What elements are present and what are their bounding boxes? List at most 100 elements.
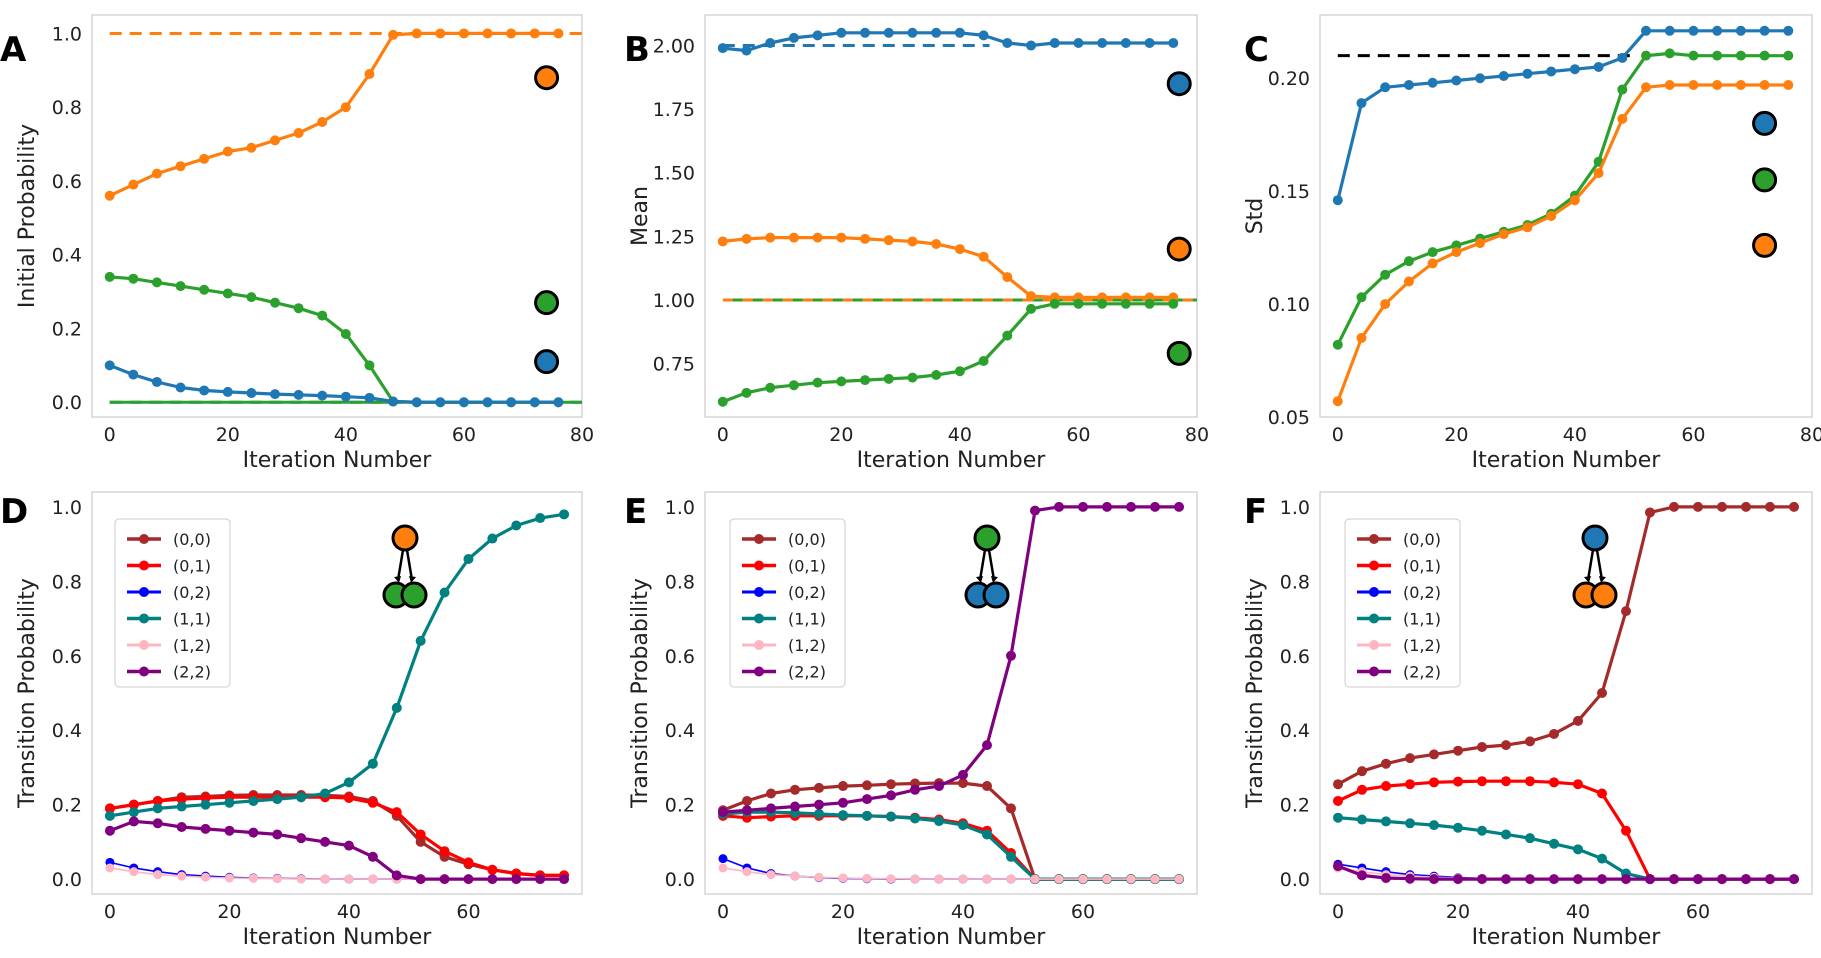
y-tick-label: 1.0 bbox=[665, 497, 695, 519]
x-tick-label: 0 bbox=[104, 424, 116, 446]
data-point bbox=[1641, 25, 1652, 36]
data-point bbox=[1693, 501, 1703, 512]
data-point bbox=[151, 376, 162, 387]
legend-label: (0,1) bbox=[173, 557, 211, 576]
series-line bbox=[722, 810, 1179, 881]
data-point bbox=[883, 27, 894, 38]
data-point bbox=[1078, 501, 1088, 512]
y-tick-label: 0.6 bbox=[52, 171, 82, 193]
data-point bbox=[1002, 272, 1013, 283]
data-point bbox=[1477, 776, 1487, 787]
data-point bbox=[958, 769, 968, 780]
data-point bbox=[790, 784, 800, 795]
data-point bbox=[296, 874, 306, 884]
series-line bbox=[722, 814, 1179, 881]
data-point bbox=[1427, 247, 1438, 258]
data-point bbox=[1429, 777, 1439, 788]
panel-C: C 0 20 40 60 80 0.05 0.10 0.15 0.20 Iteration Numb… bbox=[1243, 14, 1821, 473]
data-point bbox=[1765, 874, 1775, 885]
data-point bbox=[812, 30, 823, 41]
data-point bbox=[1126, 874, 1136, 884]
y-tick-label: 0.8 bbox=[52, 97, 82, 119]
legend-label: (2,2) bbox=[1403, 663, 1441, 682]
data-point bbox=[742, 867, 752, 877]
data-point bbox=[487, 864, 498, 875]
panel-A: A 0 20 40 60 80 0.0 0.2 0.4 0.6 0.8 1.0 Iteration Nu… bbox=[0, 14, 594, 473]
legend-swatch-marker bbox=[1369, 534, 1379, 544]
data-point bbox=[934, 874, 944, 884]
data-point bbox=[1617, 52, 1628, 63]
data-point bbox=[1617, 84, 1628, 95]
series-line bbox=[722, 781, 1179, 881]
data-point bbox=[838, 873, 848, 883]
data-point bbox=[766, 870, 776, 880]
data-point bbox=[272, 794, 283, 805]
data-point bbox=[907, 27, 918, 38]
data-point bbox=[415, 836, 426, 847]
data-point bbox=[1477, 825, 1487, 836]
data-point bbox=[1501, 776, 1511, 787]
data-point bbox=[812, 377, 823, 388]
y-tick-label: 1.25 bbox=[653, 226, 695, 248]
x-tick-label: 40 bbox=[1563, 424, 1587, 446]
y-axis-label: Mean bbox=[628, 186, 653, 246]
data-point bbox=[931, 370, 942, 381]
tree-icon bbox=[964, 524, 1010, 609]
data-point bbox=[151, 277, 162, 288]
data-point bbox=[201, 872, 211, 882]
y-tick-label: 0.4 bbox=[52, 245, 82, 267]
panel-letter: E bbox=[624, 492, 647, 532]
series-line bbox=[722, 236, 1174, 299]
data-point bbox=[104, 810, 115, 821]
x-tick-label: 40 bbox=[337, 901, 361, 923]
data-point bbox=[343, 840, 354, 851]
legend-swatch-marker bbox=[754, 666, 764, 677]
x-tick-label: 20 bbox=[829, 424, 853, 446]
data-point bbox=[934, 816, 944, 827]
data-point bbox=[1403, 80, 1414, 91]
data-point bbox=[1030, 874, 1040, 884]
data-point bbox=[907, 372, 918, 383]
data-point bbox=[104, 271, 115, 282]
data-point bbox=[1735, 80, 1746, 91]
data-point bbox=[1453, 745, 1463, 756]
data-point bbox=[128, 807, 139, 818]
data-point bbox=[105, 863, 115, 873]
data-point bbox=[222, 288, 233, 299]
data-point bbox=[982, 874, 992, 884]
data-point bbox=[1333, 779, 1343, 790]
data-point bbox=[487, 533, 498, 544]
y-tick-label: 0.15 bbox=[1268, 181, 1310, 203]
data-point bbox=[838, 781, 848, 792]
data-point bbox=[415, 874, 426, 885]
legend-label: (0,0) bbox=[173, 530, 211, 549]
y-tick-label: 0.0 bbox=[1280, 869, 1310, 891]
legend-label: (2,2) bbox=[173, 663, 211, 682]
x-axis-label: Iteration Number bbox=[857, 925, 1047, 950]
data-point bbox=[1783, 25, 1794, 36]
data-point bbox=[296, 833, 307, 844]
legend-swatch-marker bbox=[1369, 666, 1379, 677]
panel-E: E 0 20 40 60 0.0 0.2 0.4 0.6 0.8 1.0 Iteration Numb… bbox=[624, 491, 1198, 950]
data-point bbox=[1501, 829, 1511, 840]
data-point bbox=[1522, 68, 1533, 79]
data-point bbox=[559, 874, 570, 885]
x-tick-label: 80 bbox=[1185, 424, 1209, 446]
data-point bbox=[1332, 396, 1343, 407]
tree-edge bbox=[1595, 549, 1604, 581]
data-point bbox=[742, 795, 752, 806]
data-point bbox=[439, 874, 450, 885]
data-point bbox=[814, 872, 824, 882]
data-point bbox=[529, 28, 540, 39]
y-tick-label: 0.8 bbox=[665, 571, 695, 593]
data-point bbox=[1573, 715, 1583, 726]
tree-edge bbox=[1586, 549, 1595, 581]
data-point bbox=[1026, 291, 1037, 302]
data-point bbox=[1333, 812, 1343, 823]
data-point bbox=[1078, 874, 1088, 884]
data-point bbox=[368, 874, 378, 884]
legend-label: (1,1) bbox=[173, 610, 211, 629]
tree-parent-node bbox=[391, 524, 419, 552]
data-point bbox=[104, 803, 115, 814]
data-point bbox=[717, 396, 728, 407]
